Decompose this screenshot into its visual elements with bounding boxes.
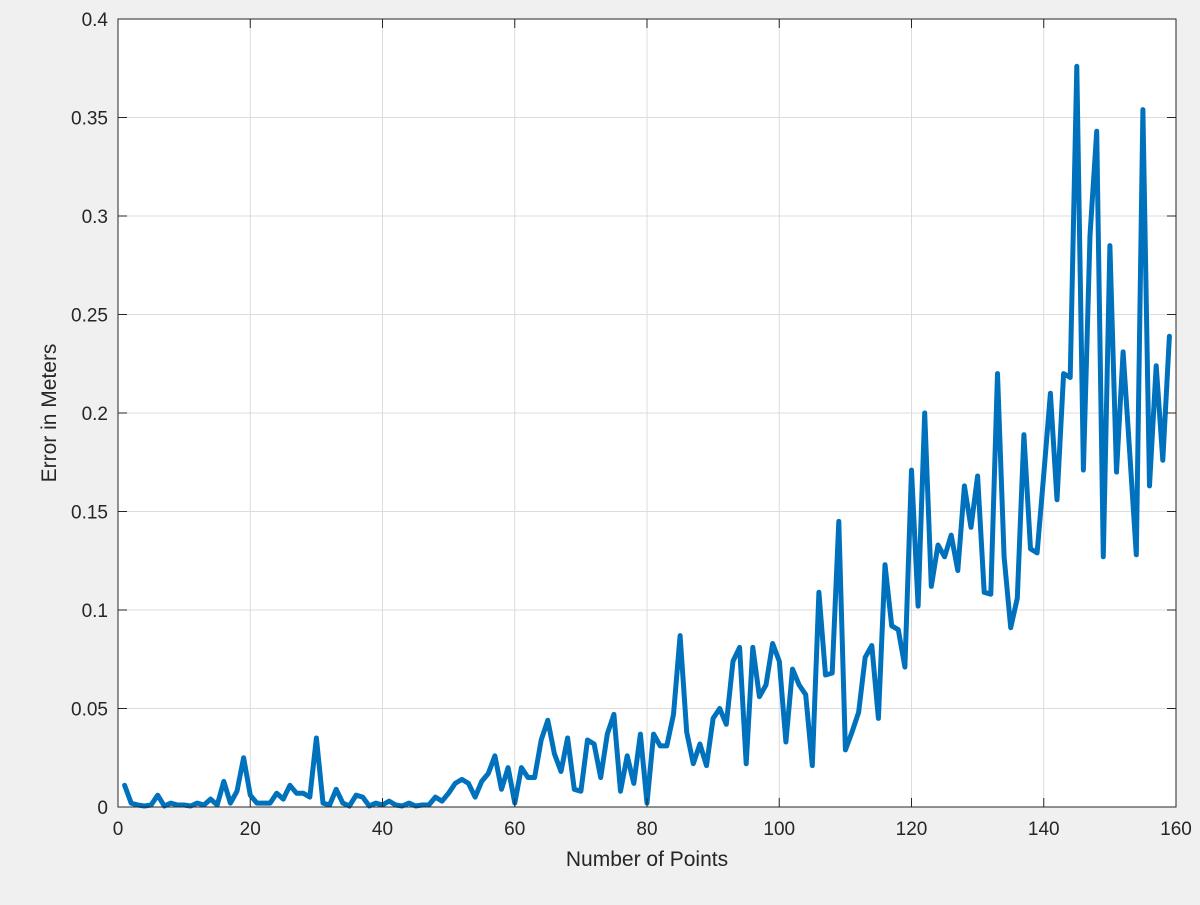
x-tick-label: 60 — [504, 819, 525, 840]
y-tick-label: 0.05 — [71, 700, 108, 721]
y-tick-label: 0.3 — [82, 207, 108, 228]
y-tick-label: 0.15 — [71, 503, 108, 524]
x-tick-label: 140 — [1028, 819, 1060, 840]
x-tick-label: 160 — [1160, 819, 1192, 840]
y-tick-label: 0.1 — [82, 601, 108, 622]
plot-frame — [117, 18, 1177, 808]
y-tick-label: 0.2 — [82, 404, 108, 425]
y-axis-label: Error in Meters — [38, 344, 61, 483]
y-tick-label: 0.35 — [71, 109, 108, 130]
x-tick-label: 0 — [113, 819, 124, 840]
x-tick-label: 40 — [372, 819, 393, 840]
x-tick-label: 120 — [896, 819, 928, 840]
x-axis-label: Number of Points — [566, 848, 728, 871]
x-tick-label: 100 — [763, 819, 795, 840]
y-tick-label: 0.25 — [71, 306, 108, 327]
x-tick-label: 80 — [636, 819, 657, 840]
y-tick-label: 0.4 — [82, 10, 109, 31]
y-tick-label: 0 — [97, 798, 108, 819]
x-tick-labels: 0 20 40 60 80 100 120 140 160 — [113, 819, 1192, 840]
x-tick-label: 20 — [240, 819, 261, 840]
y-tick-labels: 0 0.05 0.1 0.15 0.2 0.25 0.3 0.35 0.4 — [71, 10, 108, 819]
